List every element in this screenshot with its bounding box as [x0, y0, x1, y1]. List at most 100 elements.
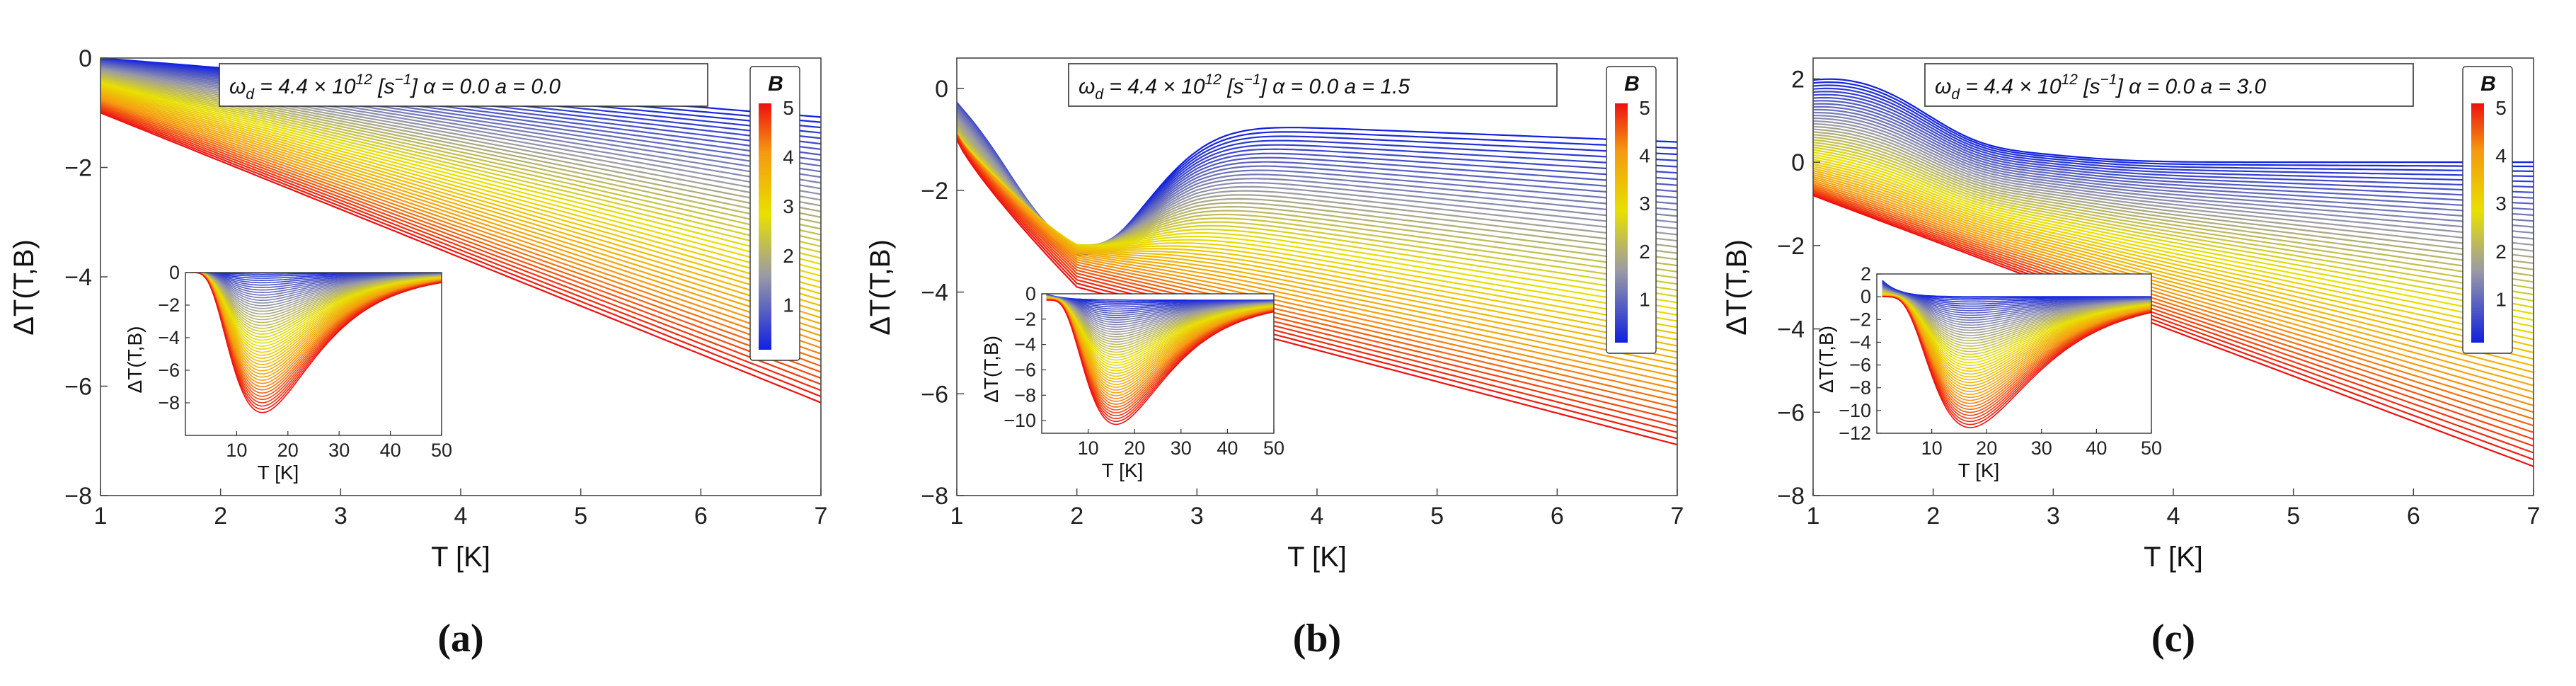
series-line — [1813, 147, 2534, 302]
inset-y-axis-label: ΔT(T,B) — [980, 336, 1002, 403]
inset-series-line — [190, 273, 442, 413]
inset-y-tick-label: −10 — [1839, 400, 1871, 421]
omega-unit: [s — [1221, 75, 1244, 98]
legend-colorbar — [2471, 103, 2484, 343]
parameter-box — [219, 63, 708, 107]
series-line — [1813, 163, 2534, 347]
inset-series-line — [1882, 288, 2151, 331]
x-tick-label: 6 — [1551, 503, 1564, 530]
series-line — [957, 109, 1677, 248]
omega-subscript: d — [246, 86, 255, 103]
y-tick-label: −8 — [1777, 483, 1805, 510]
series-line — [1813, 100, 2534, 199]
series-line — [1813, 144, 2534, 296]
series-line — [1813, 134, 2534, 270]
panel-label: (a) — [437, 617, 483, 661]
inset-series-line — [1882, 290, 2151, 342]
omega-unit-exponent: −1 — [395, 72, 412, 88]
inset-x-tick-label: 40 — [1217, 438, 1238, 459]
inset-y-axis-label: ΔT(T,B) — [1815, 326, 1837, 393]
inset-series-lines — [1882, 280, 2151, 428]
inset-y-tick-label: −8 — [1849, 377, 1871, 399]
legend-tick-label: 1 — [2495, 288, 2507, 310]
series-line — [1813, 159, 2534, 334]
inset-series-line — [1882, 287, 2151, 324]
series-line — [100, 108, 821, 385]
x-tick-label: 5 — [574, 503, 587, 530]
series-line — [1813, 81, 2534, 168]
y-tick-label: −6 — [64, 374, 92, 401]
series-line — [100, 79, 821, 253]
parameter-box — [1924, 63, 2414, 107]
inset-y-axis-label: ΔT(T,B) — [124, 326, 146, 394]
inset-series-line — [1882, 295, 2151, 395]
x-tick-label: 6 — [2407, 503, 2420, 530]
inset-y-tick-label: −6 — [158, 360, 180, 381]
series-line — [1813, 154, 2534, 321]
inset-series-line — [1882, 295, 2151, 389]
legend-title: B — [2480, 72, 2496, 96]
series-line — [957, 136, 1677, 428]
series-line — [1813, 128, 2534, 258]
omega-value: = 4.4 × 10 — [1103, 75, 1205, 98]
series-line — [957, 135, 1677, 353]
inset-series-line — [1882, 290, 2151, 339]
series-line — [100, 99, 821, 349]
inset-series-line — [1882, 295, 2151, 401]
inset-series-line — [1882, 295, 2151, 387]
inset-series-line — [1882, 292, 2151, 355]
a-value: a = 0.0 — [489, 75, 560, 98]
omega-unit: [s — [2078, 75, 2100, 98]
omega-exponent: 12 — [356, 72, 373, 88]
series-line — [100, 91, 821, 313]
series-line — [957, 133, 1677, 384]
inset-y-tick-label: −4 — [1849, 331, 1871, 353]
inset-series-line — [1882, 291, 2151, 353]
inset-frame — [1041, 293, 1275, 434]
series-line — [1813, 120, 2534, 240]
inset-x-tick-label: 10 — [1921, 438, 1943, 459]
color-legend: B5 4 3 2 1 — [749, 66, 800, 361]
legend-tick-label: 4 — [1639, 145, 1650, 167]
x-tick-label: 7 — [2527, 503, 2541, 530]
legend-tick-label: 4 — [2495, 145, 2507, 167]
x-tick-label: 4 — [454, 503, 468, 530]
inset-x-tick-label: 50 — [1263, 438, 1284, 459]
omega-unit-exponent: −1 — [2100, 72, 2117, 88]
parameter-text: ωd = 4.4 × 1012 [s−1] α = 0.0 a = 3.0 — [1935, 72, 2266, 103]
y-tick-label: 0 — [79, 45, 92, 72]
omega-unit-exponent: −1 — [1244, 72, 1261, 88]
inset-y-tick-label: −10 — [1004, 410, 1036, 431]
series-line — [1813, 87, 2534, 178]
legend-tick-label: 3 — [783, 195, 794, 217]
series-line — [100, 80, 821, 259]
inset-frame — [185, 272, 442, 436]
x-tick-label: 4 — [2167, 503, 2180, 530]
inset-series-line — [1882, 294, 2151, 381]
inset-x-tick-label: 30 — [328, 440, 350, 461]
y-tick-label: −8 — [64, 483, 92, 510]
omega-close: ] — [2115, 75, 2124, 98]
series-line — [1813, 108, 2534, 216]
series-line — [1813, 167, 2534, 360]
x-tick-label: 1 — [94, 503, 108, 530]
series-line — [1813, 183, 2534, 413]
y-tick-label: −2 — [1777, 233, 1805, 260]
series-line — [1813, 188, 2534, 433]
inset-series-line — [1882, 292, 2151, 363]
series-line — [100, 96, 821, 337]
y-tick-label: −6 — [1777, 399, 1805, 426]
y-tick-label: −6 — [921, 381, 948, 408]
legend-tick-label: 2 — [783, 245, 794, 267]
series-line — [1813, 111, 2534, 222]
inset-x-axis-label: T [K] — [1102, 459, 1144, 481]
omega-unit: [s — [372, 75, 395, 98]
inset-plot: 10 20 30 40 50 0 −2 −4 −6 −8 −10 T [K] ΔT(T,B) — [980, 283, 1284, 481]
y-tick-label: −8 — [921, 483, 948, 510]
inset-y-tick-label: −4 — [1014, 334, 1036, 355]
alpha-value: α = 0.0 — [1267, 75, 1339, 98]
legend-colorbar — [759, 103, 771, 350]
inset-y-tick-label: −4 — [158, 327, 180, 348]
panel-label: (c) — [2151, 617, 2195, 661]
inset-y-tick-label: −6 — [1849, 355, 1871, 376]
